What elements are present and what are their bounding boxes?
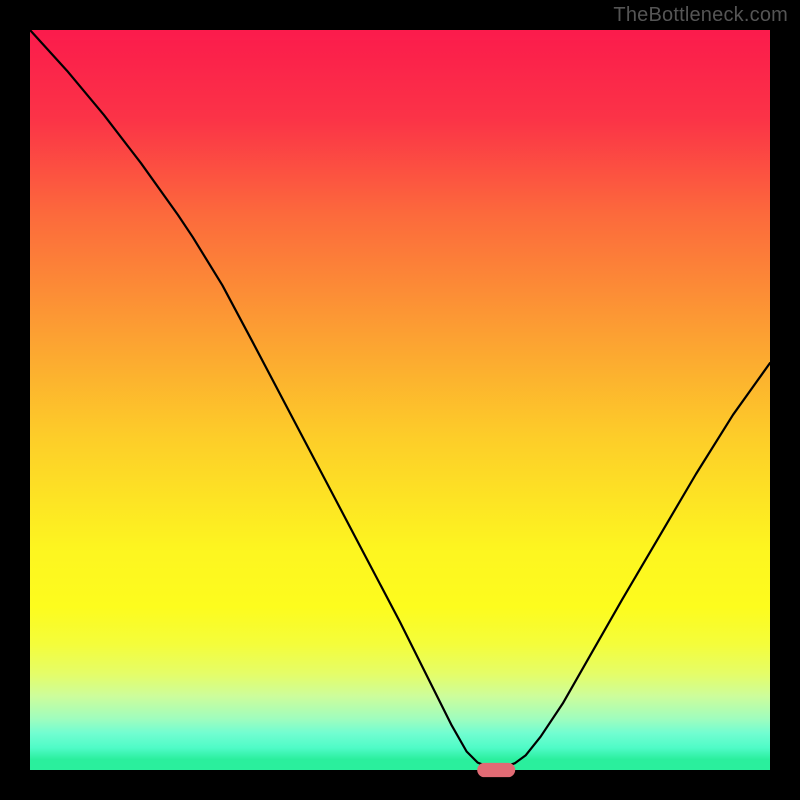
chart-canvas: TheBottleneck.com [0, 0, 800, 800]
optimal-marker [478, 763, 515, 776]
watermark-text: TheBottleneck.com [613, 4, 788, 27]
plot-background [30, 30, 770, 770]
bottleneck-chart [0, 0, 800, 800]
